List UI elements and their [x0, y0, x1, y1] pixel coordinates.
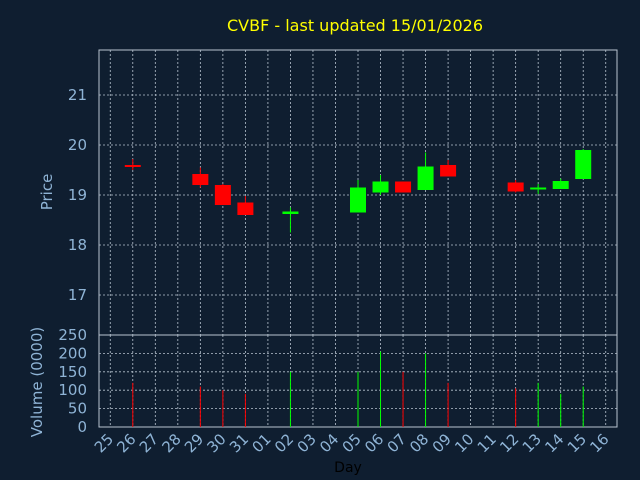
volume-tick-label: 200	[58, 344, 87, 362]
volume-tick-label: 250	[58, 326, 87, 344]
candle-body	[575, 150, 592, 179]
candle-body	[282, 211, 299, 214]
price-tick-label: 18	[68, 236, 87, 254]
candle-body	[192, 174, 209, 185]
volume-tick-label: 0	[77, 418, 87, 436]
candle-body	[530, 187, 547, 190]
candle-body	[417, 166, 434, 190]
candle-body	[350, 187, 366, 213]
price-tick-label: 20	[68, 136, 87, 154]
candle-body	[395, 181, 412, 193]
price-axis-label: Price	[38, 174, 56, 211]
volume-tick-label: 50	[68, 400, 87, 418]
candle-body	[214, 185, 231, 205]
candle-body	[507, 182, 524, 192]
candle-body	[552, 181, 569, 189]
price-tick-label: 17	[68, 286, 87, 304]
candle-body	[440, 165, 457, 177]
x-axis-label: Day	[334, 460, 362, 476]
price-tick-label: 19	[68, 186, 87, 204]
candle-body	[124, 165, 141, 167]
candle-body	[372, 181, 389, 193]
volume-tick-label: 150	[58, 363, 87, 381]
volume-axis-label: Volume (0000)	[28, 327, 46, 437]
chart-title: CVBF - last updated 15/01/2026	[227, 16, 483, 35]
price-panel: 17 18 19 20 21	[68, 49, 618, 336]
x-axis-ticks: 2526272829303101020304050607080910111213…	[91, 430, 613, 456]
candle-body	[237, 202, 254, 215]
volume-tick-label: 100	[58, 381, 87, 399]
price-tick-label: 21	[68, 86, 87, 104]
